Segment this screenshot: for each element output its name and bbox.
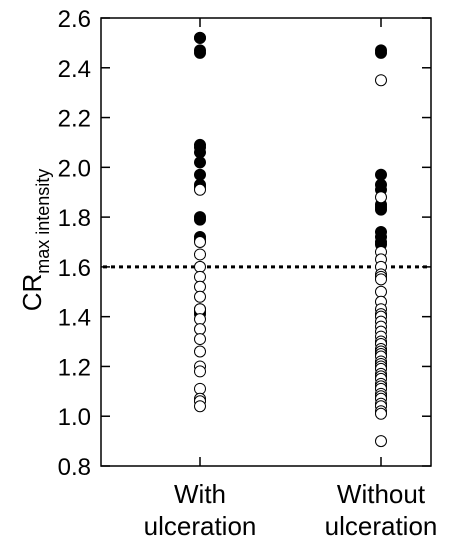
y-axis-label: CRmax intensity [17,169,53,312]
y-tick-label: 2.4 [58,56,91,83]
data-point-open [194,365,206,378]
data-point-open [194,290,206,303]
data-point-open [194,270,206,283]
data-point-filled [194,146,206,159]
x-tick-label-line2: ulceration [325,511,438,541]
data-point-open [194,248,206,261]
y-axis-label-main: CR [17,274,47,312]
y-tick-label: 1.2 [58,354,91,381]
y-tick-label: 2.6 [58,6,91,33]
y-tick-label: 2.2 [58,106,91,133]
data-point-filled [375,203,387,216]
data-point-open [375,74,387,87]
data-point-open [194,183,206,196]
data-point-open [375,285,387,298]
y-axis-label-subscript: max intensity [33,169,53,274]
data-point-filled [194,156,206,169]
y-tick-label: 1.4 [58,305,91,332]
data-point-filled [194,213,206,226]
data-point-open [194,303,206,316]
data-point-filled [194,46,206,59]
data-point-open [194,280,206,293]
y-tick-label: 0.8 [58,454,91,481]
data-point-open [194,313,206,326]
y-axis: 0.8 1.0 1.2 1.4 1.6 1.8 2.0 2.2 2.4 2.6 [58,6,431,481]
y-tick-label: 1.8 [58,205,91,232]
y-tick-label: 2.0 [58,155,91,182]
x-tick-label-line1: Without [337,479,426,509]
x-tick-label-line2: ulceration [144,511,257,541]
data-point-open [375,273,387,286]
y-tick-label: 1.6 [58,255,91,282]
data-point-open [194,333,206,346]
data-point-open [194,323,206,336]
plot-frame [100,17,432,467]
data-point-open [375,407,387,420]
x-tick-label-line1: With [174,479,226,509]
data-point-filled [375,46,387,59]
data-point-open [375,191,387,204]
data-point-filled [194,31,206,44]
data-point-filled [194,168,206,181]
data-point-open [194,400,206,413]
data-point-open [194,345,206,358]
y-tick-label: 1.0 [58,404,91,431]
data-point-open [194,382,206,395]
data-point-open [375,435,387,448]
data-point-filled [375,168,387,181]
data-points [194,31,387,448]
data-point-open [194,260,206,273]
data-point-open [194,236,206,248]
